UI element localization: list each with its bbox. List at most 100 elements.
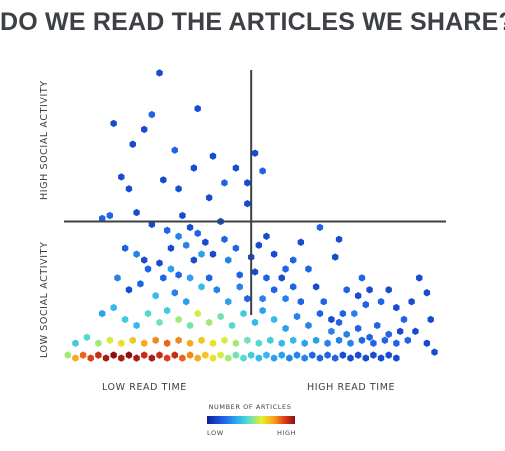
data-point — [244, 179, 251, 187]
data-point — [385, 286, 392, 294]
data-point — [259, 167, 266, 175]
data-point — [427, 315, 434, 324]
data-point — [87, 354, 94, 362]
data-point — [148, 110, 156, 119]
data-point — [194, 309, 201, 318]
data-point — [110, 351, 117, 359]
data-point — [305, 321, 312, 330]
data-point — [267, 336, 274, 344]
data-point — [423, 339, 431, 347]
data-point — [255, 241, 263, 249]
data-point — [152, 292, 159, 300]
data-point — [175, 185, 182, 193]
data-point — [400, 315, 408, 324]
data-point — [125, 286, 133, 294]
data-point — [404, 336, 411, 344]
data-point — [332, 354, 339, 362]
data-point — [366, 333, 373, 341]
data-point — [385, 351, 392, 359]
data-point — [225, 354, 232, 362]
data-point — [167, 244, 175, 252]
data-point — [370, 351, 377, 359]
data-point — [225, 256, 232, 264]
data-point — [377, 354, 385, 362]
data-point — [194, 229, 201, 238]
data-point — [133, 321, 140, 330]
data-point — [396, 327, 404, 336]
data-point — [362, 354, 369, 362]
data-point — [282, 265, 289, 273]
data-point — [205, 318, 213, 327]
data-point — [290, 336, 297, 344]
data-point — [362, 300, 369, 309]
data-point — [278, 339, 285, 347]
data-point — [236, 271, 243, 279]
data-point — [366, 286, 373, 294]
data-point — [358, 274, 366, 282]
data-point — [263, 232, 270, 241]
data-point — [301, 339, 308, 347]
data-point — [312, 283, 320, 291]
data-point — [121, 315, 129, 324]
data-point — [351, 309, 358, 318]
data-point — [293, 351, 301, 359]
data-point — [290, 256, 297, 264]
legend-color-scale — [207, 416, 295, 424]
data-point — [95, 351, 102, 359]
data-point — [186, 223, 194, 232]
data-point — [137, 280, 144, 288]
data-point — [171, 289, 178, 297]
data-point — [194, 104, 201, 113]
data-point — [393, 303, 400, 312]
data-point — [163, 306, 171, 315]
data-point — [99, 214, 106, 223]
data-point — [374, 321, 381, 330]
data-point — [171, 146, 178, 154]
data-point — [328, 327, 335, 336]
data-point — [278, 351, 285, 359]
data-point — [83, 333, 91, 341]
data-point — [251, 268, 259, 276]
data-point — [244, 294, 251, 303]
data-point — [270, 250, 278, 258]
data-point — [335, 336, 343, 344]
data-point — [198, 283, 205, 291]
data-point — [393, 354, 400, 362]
data-point — [129, 336, 136, 344]
data-point — [209, 354, 217, 362]
data-point — [247, 351, 255, 359]
data-point — [225, 297, 232, 306]
data-point — [183, 241, 190, 249]
data-point — [186, 274, 194, 282]
y-label-low: LOW SOCIAL ACTIVITY — [39, 242, 50, 358]
data-point — [133, 250, 140, 258]
data-point — [156, 351, 163, 359]
data-point — [198, 336, 205, 344]
data-point — [381, 336, 389, 344]
data-point — [156, 259, 163, 267]
data-point — [339, 351, 347, 359]
data-point — [106, 211, 114, 220]
data-point — [228, 321, 236, 330]
data-point — [240, 309, 247, 318]
data-point — [186, 339, 194, 347]
data-point — [102, 354, 110, 362]
data-point — [335, 235, 343, 243]
data-point — [270, 315, 278, 324]
data-point — [156, 318, 163, 327]
data-point — [163, 354, 171, 362]
data-point — [171, 351, 178, 359]
data-point — [416, 274, 423, 282]
data-point — [278, 274, 285, 282]
data-point — [343, 330, 350, 339]
data-point — [240, 354, 247, 362]
data-point — [213, 286, 220, 294]
data-point — [175, 336, 182, 344]
data-point — [270, 286, 278, 294]
data-point — [412, 327, 419, 336]
data-point — [328, 315, 335, 324]
data-point — [282, 294, 289, 303]
data-point — [305, 265, 312, 273]
x-label-high: HIGH READ TIME — [307, 382, 395, 393]
data-point — [358, 336, 366, 344]
